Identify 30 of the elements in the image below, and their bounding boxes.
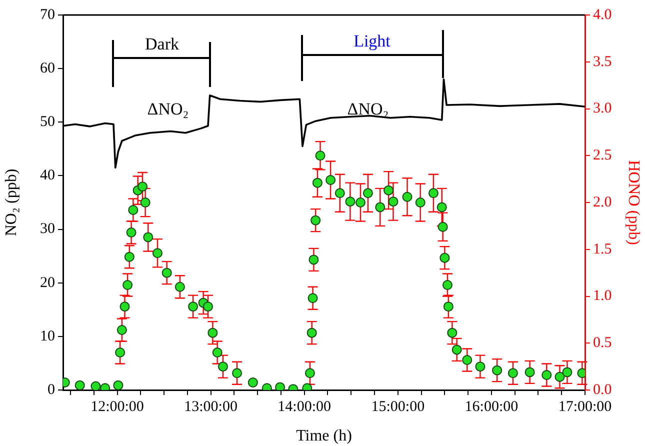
x-tick-label: 16:00:00 [464, 398, 518, 415]
x-tick-label: 12:00:00 [90, 398, 144, 415]
x-tick-label: 14:00:00 [278, 398, 332, 415]
y2-axis-title: HONO (ppb) [625, 160, 642, 245]
annotation: ΔNO₂ [347, 99, 389, 118]
y-axis-title: NO₂ (ppb) [2, 168, 20, 236]
x-axis-title: Time (h) [296, 428, 352, 445]
y2-tick-label: 1.5 [593, 241, 612, 258]
y2-tick-label: 4.0 [593, 6, 612, 23]
x-tick-label: 13:00:00 [184, 398, 238, 415]
x-tick-label: 17:00:00 [558, 398, 612, 415]
y-tick-label: 30 [40, 221, 55, 238]
y-tick-label: 0 [48, 382, 55, 398]
y2-tick-label: 0.0 [593, 382, 612, 398]
y-tick-label: 50 [40, 114, 55, 130]
y-tick-label: 10 [40, 328, 55, 344]
y2-tick-label: 3.0 [593, 100, 612, 117]
y-tick-label: 70 [40, 6, 55, 23]
y2-tick-label: 2.5 [593, 148, 612, 164]
annotation: Light [354, 31, 391, 50]
y2-tick-label: 2.0 [593, 194, 612, 210]
y-tick-label: 20 [40, 274, 55, 291]
y2-tick-label: 0.5 [593, 335, 612, 352]
y-tick-label: 40 [40, 168, 55, 184]
annotation: Dark [145, 34, 180, 54]
y-tick-label: 60 [40, 60, 55, 77]
y2-tick-label: 3.5 [593, 54, 612, 70]
annotation: ΔNO₂ [147, 99, 189, 118]
y2-tick-label: 1.0 [593, 288, 612, 304]
x-tick-label: 15:00:00 [371, 398, 425, 415]
